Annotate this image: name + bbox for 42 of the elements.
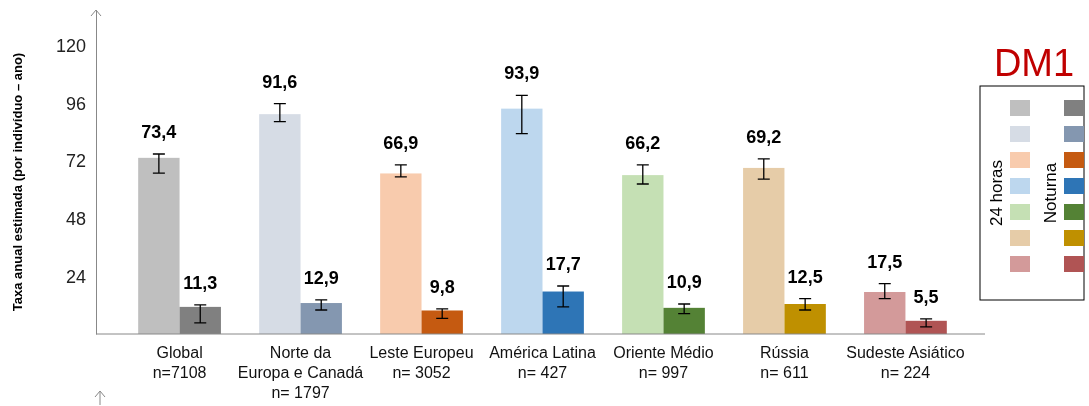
- data-label: 9,8: [429, 276, 455, 297]
- data-label: 12,9: [303, 267, 339, 288]
- data-label: 73,4: [141, 122, 177, 142]
- bar: [300, 303, 342, 334]
- data-label: 10,9: [666, 272, 702, 292]
- x-tick-label: Norte da Europa e Canadá n= 1797: [237, 344, 364, 401]
- x-tick-label: Oriente Médio n= 997: [613, 344, 714, 381]
- bar: [663, 307, 705, 334]
- bar: [864, 292, 906, 334]
- x-tick-label: Global n=7108: [152, 344, 207, 381]
- data-label: 91,6: [262, 71, 298, 92]
- x-tick-label: Rússia n= 611: [760, 344, 810, 381]
- y-tick-label: 72: [65, 151, 86, 172]
- legend-label: 24 horas: [987, 159, 1006, 227]
- data-label: 5,5: [913, 286, 939, 307]
- bar: [622, 175, 664, 334]
- x-tick-label: América Latina n= 427: [489, 344, 596, 381]
- bar: [501, 108, 543, 334]
- bar: [542, 291, 584, 334]
- bar: [138, 157, 180, 334]
- data-label: 11,3: [183, 272, 218, 293]
- data-label: 17,7: [545, 254, 581, 274]
- data-label: 69,2: [746, 126, 782, 147]
- bar: [380, 173, 422, 334]
- bar: [784, 304, 826, 334]
- data-label: 66,2: [625, 132, 661, 153]
- y-tick-label: 48: [65, 209, 86, 230]
- bar: [259, 114, 301, 334]
- y-axis-title: Taxa anual estimada (por indivíduo – ano): [10, 52, 25, 312]
- bar: [421, 310, 463, 334]
- x-tick-label: Sudeste Asiático n= 224: [846, 344, 965, 381]
- data-label: 17,5: [867, 251, 903, 272]
- bar: [743, 167, 785, 334]
- data-label: 93,9: [504, 63, 540, 84]
- y-tick-label: 24: [65, 266, 86, 287]
- data-label: 12,5: [787, 266, 823, 287]
- x-tick-label: Leste Europeu n= 3052: [369, 344, 474, 381]
- y-tick-label: 96: [65, 93, 86, 114]
- y-tick-label: 120: [55, 36, 86, 57]
- data-label: 66,9: [383, 132, 419, 153]
- text: DM1: [993, 42, 1075, 84]
- legend-label: Noturna: [1041, 162, 1060, 224]
